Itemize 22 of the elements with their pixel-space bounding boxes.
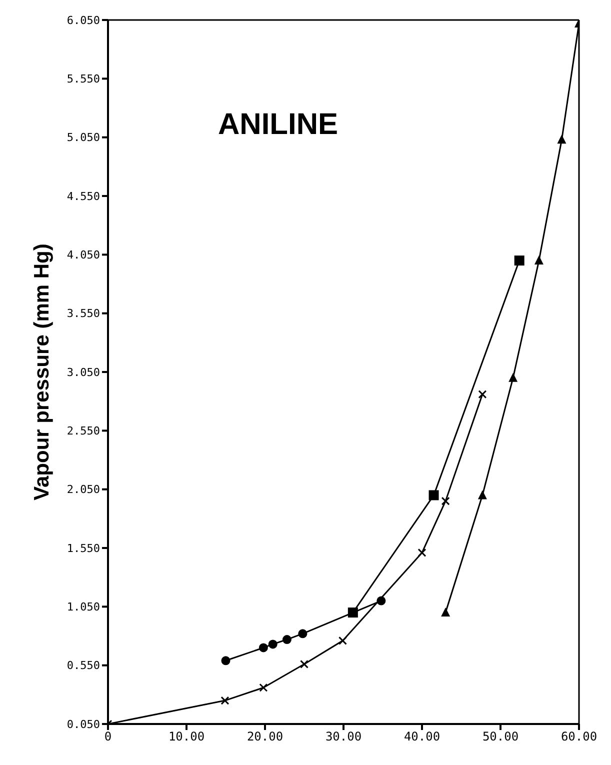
x-tick-label: 50.00 [482, 730, 519, 744]
text: ANILINE [218, 108, 338, 142]
y-tick-label: 0.550 [66, 659, 100, 672]
y-axis-title: Vapour pressure (mm Hg) [30, 244, 54, 500]
x-tick-label: 30.00 [325, 730, 362, 744]
y-tick-label: 5.050 [66, 131, 100, 144]
x-tick-label: 40.00 [404, 730, 440, 744]
y-tick-label: 3.050 [66, 366, 100, 379]
x-tick-label: 0 [104, 730, 112, 744]
x-tick-label: 20.00 [246, 730, 284, 744]
y-tick-label: 0.050 [66, 718, 100, 731]
y-tick-label: 2.550 [66, 424, 100, 438]
y-tick-label: 1.550 [66, 542, 100, 555]
y-tick-label: 6.050 [66, 14, 100, 27]
y-tick-label: 2.050 [66, 483, 100, 496]
x-tick-label: 10.00 [168, 730, 205, 744]
x-tick-label: 60.00 [560, 730, 598, 744]
y-tick-label: 4.050 [66, 248, 100, 262]
y-tick-label: 1.050 [66, 600, 100, 614]
y-tick-label: 4.550 [66, 190, 100, 203]
y-tick-label: 3.550 [66, 307, 100, 320]
y-tick-label: 5.550 [66, 72, 100, 86]
